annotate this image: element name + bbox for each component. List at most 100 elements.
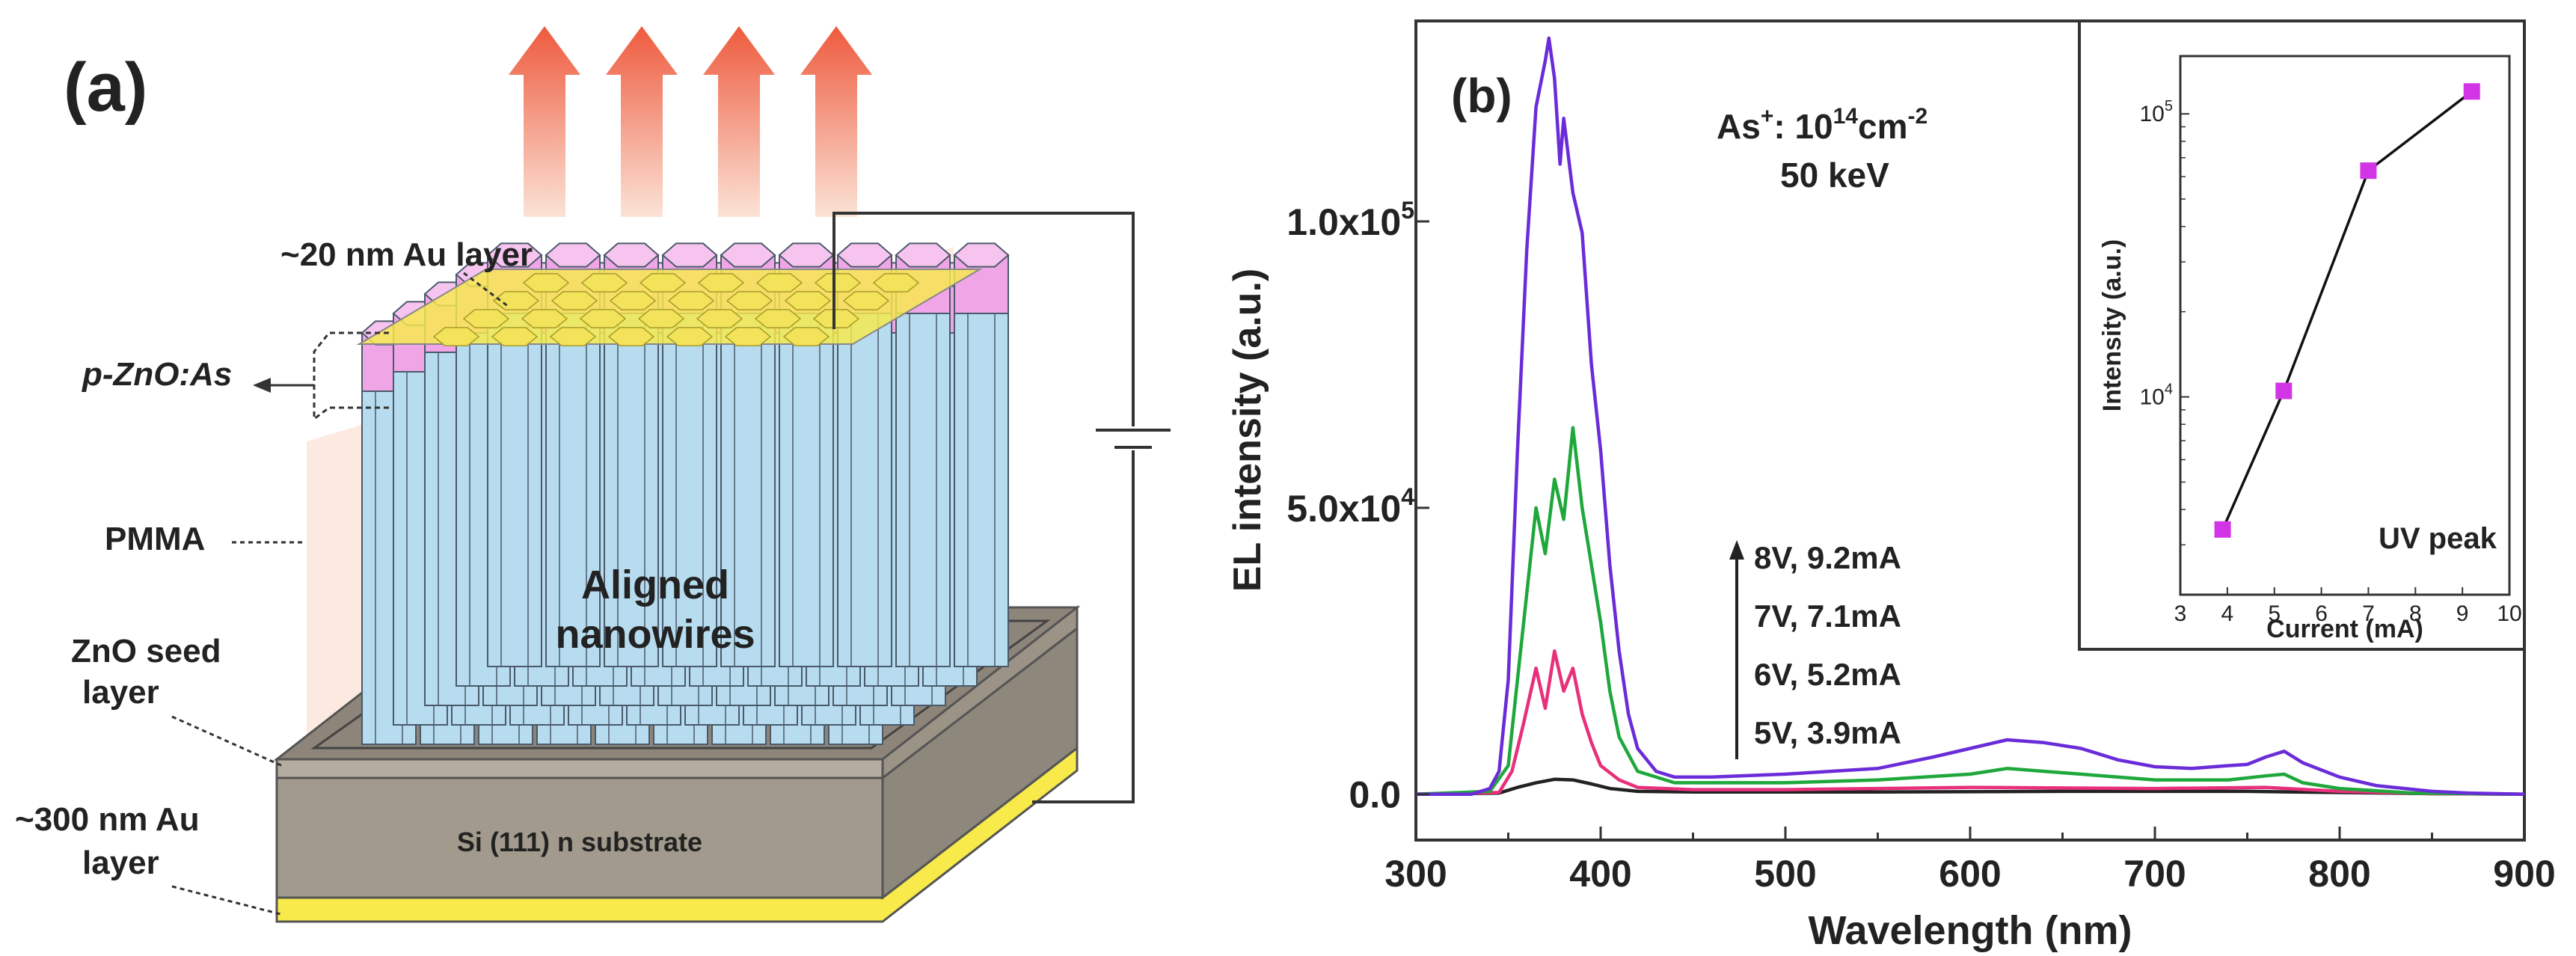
dose-unit-exp: -2 <box>1907 104 1928 129</box>
label-seed-1: ZnO seed <box>71 633 221 669</box>
emission-arrow-4 <box>800 26 872 217</box>
gold-cap <box>754 309 802 328</box>
leader-au-bottom <box>171 885 281 916</box>
dose-exp: 14 <box>1833 104 1859 129</box>
gold-cap <box>872 273 920 292</box>
x-tick-label: 500 <box>1754 853 1816 895</box>
gold-cap <box>609 291 657 310</box>
emission-arrow-1 <box>509 26 580 217</box>
inset-y-tick-base: 10 <box>2140 102 2165 126</box>
gold-cap <box>639 273 687 292</box>
gold-cap <box>491 327 539 346</box>
substrate-text: Si (111) n substrate <box>457 827 702 857</box>
gold-cap <box>726 291 773 310</box>
nanowire-cap-top <box>486 242 543 268</box>
dose-annotation: As+: 1014cm-2 <box>1717 104 1928 146</box>
leader-seed <box>171 715 285 768</box>
pzno-bracket <box>313 331 389 421</box>
inset-x-tick-label: 3 <box>2174 601 2187 626</box>
inset-y-label: Intensity (a.u.) <box>2098 239 2126 411</box>
y-tick-exp: 5 <box>1401 197 1414 224</box>
inset-x-tick-label: 5 <box>2268 601 2281 626</box>
nanowire-body <box>895 254 951 667</box>
pzno-arrowhead <box>253 378 271 393</box>
inset-data-point <box>2463 83 2480 100</box>
inset-annotation: UV peak <box>2379 522 2497 555</box>
nanowire-cap-top <box>545 242 601 268</box>
inset-frame <box>2078 19 2526 651</box>
nanowire-cap-top <box>953 242 1010 268</box>
ion-text: As <box>1717 107 1761 146</box>
gold-cap <box>784 291 832 310</box>
si-substrate-front <box>275 776 884 899</box>
gold-cap <box>432 327 480 346</box>
y-tick-base: 1.0x10 <box>1287 201 1401 243</box>
dose-unit: cm <box>1858 107 1907 146</box>
label-nanowires-1: Aligned <box>581 563 729 607</box>
main-y-label: EL intensity (a.u.) <box>1226 269 1269 592</box>
emission-arrow-3 <box>703 26 775 217</box>
nanowire-cap-top <box>778 242 835 268</box>
gold-cap <box>842 291 890 310</box>
legend-5v: 5V, 3.9mA <box>1754 715 1901 750</box>
inset-data-point <box>2275 382 2293 399</box>
gold-cap <box>637 309 685 328</box>
x-tick-label: 900 <box>2493 853 2555 895</box>
leader-au-top <box>463 272 509 308</box>
series-line-6v-5-2ma <box>1415 649 2525 796</box>
label-au-bottom-2: layer <box>82 845 159 881</box>
inset-plot-area <box>2179 55 2511 596</box>
gold-cap <box>521 309 568 328</box>
gold-cap <box>724 327 772 346</box>
series-line-7v-7-1ma <box>1415 426 2525 796</box>
series-line-8v-9-2ma <box>1416 36 2525 796</box>
light-emission-arrows <box>509 26 872 217</box>
inset-y-tick-label: 105 <box>2140 98 2174 126</box>
circuit-wire-bottom <box>1032 450 1135 803</box>
inset-data-point <box>2360 162 2377 180</box>
inset-y-tick-exp: 4 <box>2165 382 2173 398</box>
x-tick-label: 700 <box>2123 853 2186 895</box>
legend-7v: 7V, 7.1mA <box>1754 598 1901 634</box>
gold-cap <box>579 309 627 328</box>
nanowire-cap-top <box>720 242 776 268</box>
inset-x-tick-label: 7 <box>2362 601 2375 626</box>
inset-y-tick-base: 10 <box>2140 385 2165 410</box>
inset-x-tick-label: 9 <box>2456 601 2469 626</box>
y-tick-label: 1.0x105 <box>1287 197 1414 243</box>
panel-b-label: (b) <box>1451 69 1512 123</box>
legend-6v: 6V, 5.2mA <box>1754 657 1901 692</box>
label-au-top: ~20 nm Au layer <box>280 236 533 273</box>
legend-8v: 8V, 9.2mA <box>1754 540 1901 575</box>
inset-y-tick-exp: 5 <box>2165 98 2173 114</box>
inset-y-tick-label: 104 <box>2140 382 2174 410</box>
label-substrate: Si (111) n substrate <box>457 827 702 857</box>
y-tick-exp: 4 <box>1401 483 1414 510</box>
inset-x-label: Current (mA) <box>2266 615 2423 643</box>
panel-a-schematic: (a) ~20 nm Au layer p-ZnO:As PMMA <box>15 26 1171 923</box>
gold-cap <box>814 273 862 292</box>
gold-cap <box>812 309 860 328</box>
nanowire-cap-top <box>661 242 718 268</box>
gold-cap <box>666 327 714 346</box>
gold-cap <box>755 273 803 292</box>
label-pzno: p-ZnO:As <box>82 356 232 393</box>
nanowire-cap-top <box>895 242 951 268</box>
energy-annotation: 50 keV <box>1780 156 1889 194</box>
circuit-wire-top <box>832 212 1135 426</box>
seed-layer-side <box>881 604 1079 781</box>
panel-a-label: (a) <box>64 49 147 126</box>
el-spectra-curves <box>1415 36 2525 796</box>
dose-text: : 10 <box>1773 107 1833 146</box>
label-nanowires-2: nanowires <box>555 612 755 657</box>
y-tick-base: 5.0x10 <box>1287 488 1401 530</box>
gold-cap <box>607 327 655 346</box>
series-line-5v-3-9ma <box>1415 777 2525 796</box>
gold-cap <box>522 273 570 292</box>
inset-x-tick-label: 10 <box>2497 601 2521 626</box>
seed-layer-front <box>275 758 884 779</box>
y-tick-label: 5.0x104 <box>1287 483 1414 530</box>
nanowire-cap-top <box>836 242 893 268</box>
